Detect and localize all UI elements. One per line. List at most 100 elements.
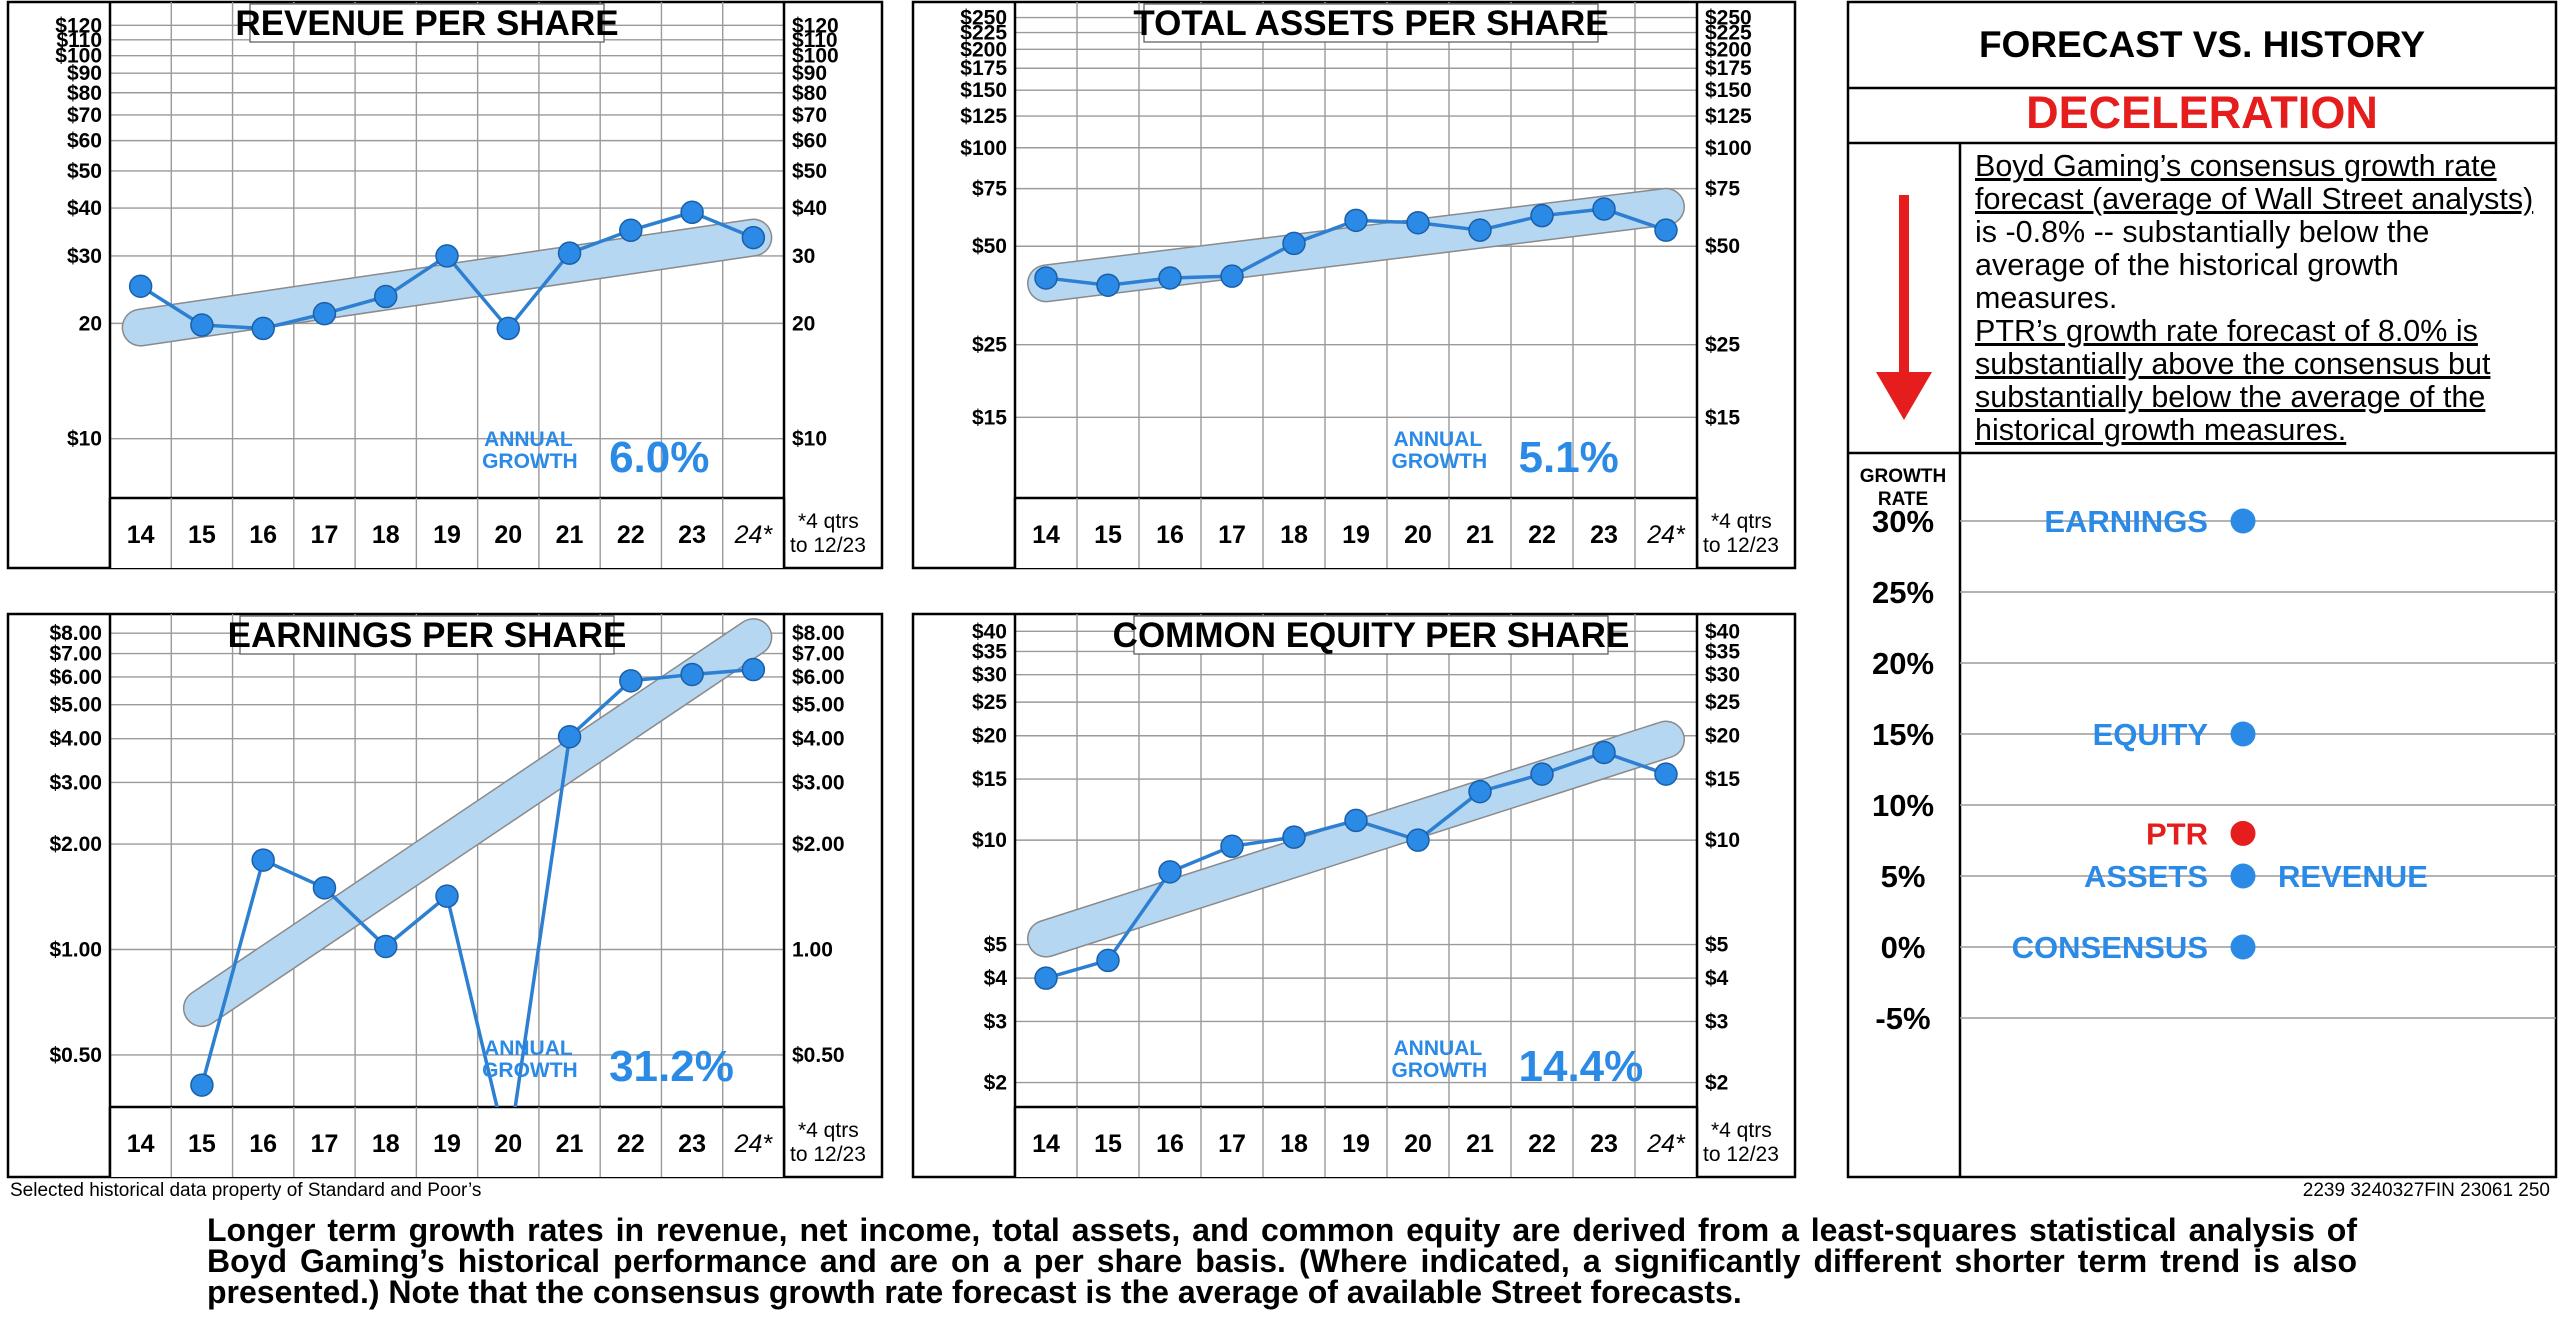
x-tick-label: 17 (311, 1130, 339, 1158)
x-tick-label: 18 (372, 1130, 400, 1158)
period-note-line-2: to 12/23 (1703, 534, 1779, 557)
x-tick-label: 20 (494, 1130, 522, 1158)
growth-tick-label: 30% (1872, 504, 1934, 539)
data-point (741, 225, 766, 250)
growth-label-line-2: GROWTH (482, 450, 578, 473)
x-tick-label: 23 (678, 1130, 706, 1158)
data-point (312, 301, 337, 326)
growth-point-label-equity: EQUITY (2093, 717, 2209, 752)
data-point (190, 313, 214, 337)
chart-title: COMMON EQUITY PER SHARE (1113, 616, 1630, 655)
y-tick-label-right: $3.00 (792, 771, 845, 794)
x-tick-label: 19 (433, 1130, 461, 1158)
period-note-line-2: to 12/23 (790, 1143, 866, 1166)
data-point (619, 218, 643, 243)
y-tick-label-left: $110 (56, 29, 102, 52)
chart-title: REVENUE PER SHARE (235, 4, 618, 43)
growth-point-consensus (2230, 934, 2256, 960)
data-point (1034, 966, 1058, 990)
x-tick-label: 22 (617, 521, 645, 549)
trend-band (1028, 722, 1684, 957)
data-point (1530, 203, 1554, 228)
x-tick-label: 23 (1590, 521, 1618, 549)
y-tick-label-left: $3 (984, 1010, 1007, 1033)
y-tick-label-right: $120 (792, 14, 839, 37)
y-tick-label-right: $80 (792, 82, 827, 105)
y-tick-label-right: $4.00 (792, 728, 845, 751)
y-tick-label-left: $15 (972, 768, 1007, 791)
forecast-text-ptr: PTR’s growth rate forecast of 8.0% is su… (1975, 314, 2491, 447)
panel-frame (911, 612, 1797, 1179)
y-tick-label-left: $10 (972, 829, 1007, 852)
y-tick-label-right: $3 (1705, 1010, 1728, 1033)
chart-title: EARNINGS PER SHARE (228, 616, 627, 655)
growth-value: 5.1% (1519, 433, 1619, 482)
x-axis-band (110, 1107, 784, 1177)
y-tick-label-left: $40 (972, 620, 1007, 643)
y-tick-label-right: $225 (1705, 22, 1752, 45)
x-tick-label: 19 (1342, 1130, 1370, 1158)
y-tick-label-left: $8.00 (49, 622, 102, 645)
x-tick-label: 18 (372, 521, 400, 549)
y-tick-label-left: $1.00 (49, 938, 102, 961)
forecast-frame (1846, 0, 2558, 1179)
y-tick-label-left: $30 (67, 245, 102, 268)
forecast-subtitle: DECELERATION (2026, 87, 2378, 138)
y-tick-label-right: $10 (1705, 829, 1740, 852)
y-tick-label-right: $75 (1705, 178, 1740, 201)
y-tick-label-right: $5.00 (792, 694, 845, 717)
y-tick-label-left: $100 (55, 45, 102, 68)
chart-panel-3: 14 15 16 17 18 19 20 21 22 23 24*$8.00$7.00$6.00$5… (6, 612, 884, 1179)
x-tick-label: 16 (1156, 521, 1184, 549)
data-point (190, 1073, 214, 1097)
data-point (373, 934, 398, 959)
y-tick-label-left: $60 (67, 130, 102, 153)
y-tick-label-right: $2 (1705, 1072, 1728, 1095)
x-tick-label: 16 (249, 1130, 277, 1158)
y-tick-label-left: $25 (972, 334, 1007, 357)
data-point (1282, 825, 1306, 849)
growth-tick-label: 10% (1872, 788, 1934, 823)
data-point (680, 662, 704, 687)
growth-rate-label-line-2: RATE (1878, 489, 1928, 510)
y-tick-label-right: $40 (1705, 620, 1740, 643)
x-tick-label: 15 (1094, 1130, 1122, 1158)
x-tick-label: 23 (678, 521, 706, 549)
y-tick-label-right: $50 (1705, 235, 1740, 258)
data-point (1034, 266, 1058, 290)
chart-title: TOTAL ASSETS PER SHARE (1133, 4, 1608, 43)
growth-point-label-earnings: EARNINGS (2044, 504, 2208, 539)
y-tick-label-left: $225 (960, 22, 1007, 45)
x-tick-label: 21 (556, 1130, 584, 1158)
source-note: Selected historical data property of Sta… (10, 1180, 482, 1201)
growth-label-line-2: GROWTH (1392, 450, 1488, 473)
x-axis-band (110, 498, 784, 568)
x-tick-label: 18 (1280, 1130, 1308, 1158)
y-tick-label-right: $7.00 (792, 643, 845, 666)
data-point (1158, 266, 1182, 290)
data-point (1406, 210, 1430, 235)
data-point (1592, 740, 1616, 765)
growth-point-ptr (2230, 820, 2256, 846)
y-tick-label-right: $8.00 (792, 622, 845, 645)
period-note-line-1: *4 qtrs (798, 1119, 859, 1142)
data-point (1158, 860, 1182, 884)
y-tick-label-right: $15 (1705, 406, 1740, 429)
y-tick-label-left: $4 (984, 967, 1008, 990)
forecast-title: FORECAST VS. HISTORY (1979, 24, 2425, 65)
period-note-line-1: *4 qtrs (798, 510, 859, 533)
x-tick-label: 14 (1032, 521, 1060, 549)
x-tick-label: 20 (494, 521, 522, 549)
y-tick-label-left: $25 (972, 691, 1007, 714)
data-point (1344, 808, 1368, 833)
title-box (249, 3, 605, 43)
y-tick-label-left: $250 (960, 7, 1007, 30)
data-point (1468, 218, 1492, 242)
data-point (557, 725, 582, 749)
y-tick-label-right: $60 (792, 130, 827, 153)
plot-area (182, 618, 773, 1107)
y-tick-label-right: 1.00 (792, 938, 833, 961)
y-tick-label-left: $50 (972, 235, 1007, 258)
x-tick-label: 17 (1218, 521, 1246, 549)
y-tick-label-left: 20 (79, 312, 102, 335)
